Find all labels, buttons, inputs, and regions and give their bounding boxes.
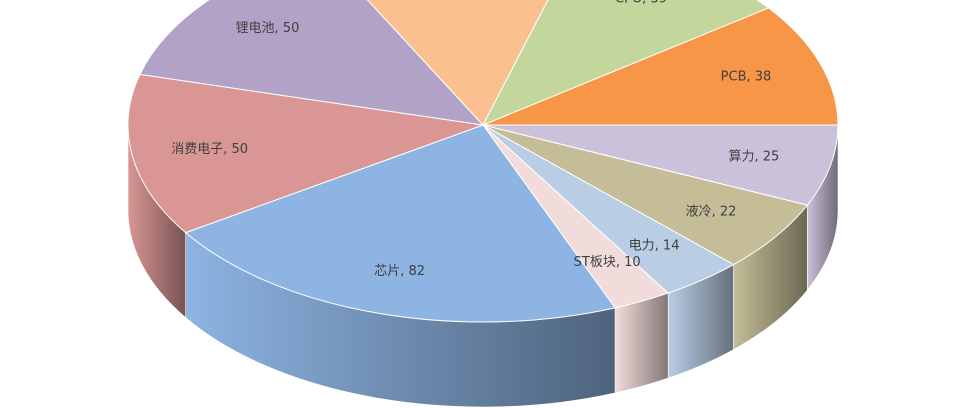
slice: 算力	[482, 124, 839, 206]
data-label: CPO, 39	[615, 0, 667, 6]
slice: 锂电池	[139, 0, 485, 126]
data-label: 芯片, 82	[374, 264, 425, 279]
data-label: ST板块, 10	[574, 255, 641, 270]
slice: PCB	[482, 7, 839, 126]
slice: CPO	[481, 0, 770, 126]
slice: 消费电子	[127, 73, 484, 234]
data-label: 液冷, 22	[686, 205, 737, 220]
slice-side	[614, 292, 669, 394]
data-label: 算力, 25	[728, 149, 779, 164]
data-label: 消费电子, 50	[171, 142, 248, 157]
slice: 液冷	[482, 124, 809, 266]
data-label: 锂电池, 50	[236, 21, 300, 36]
data-label: 电力, 14	[629, 238, 680, 253]
slice: 芯片	[184, 124, 616, 323]
data-label: PCB, 38	[721, 69, 772, 84]
slice: 机器人	[366, 0, 549, 126]
